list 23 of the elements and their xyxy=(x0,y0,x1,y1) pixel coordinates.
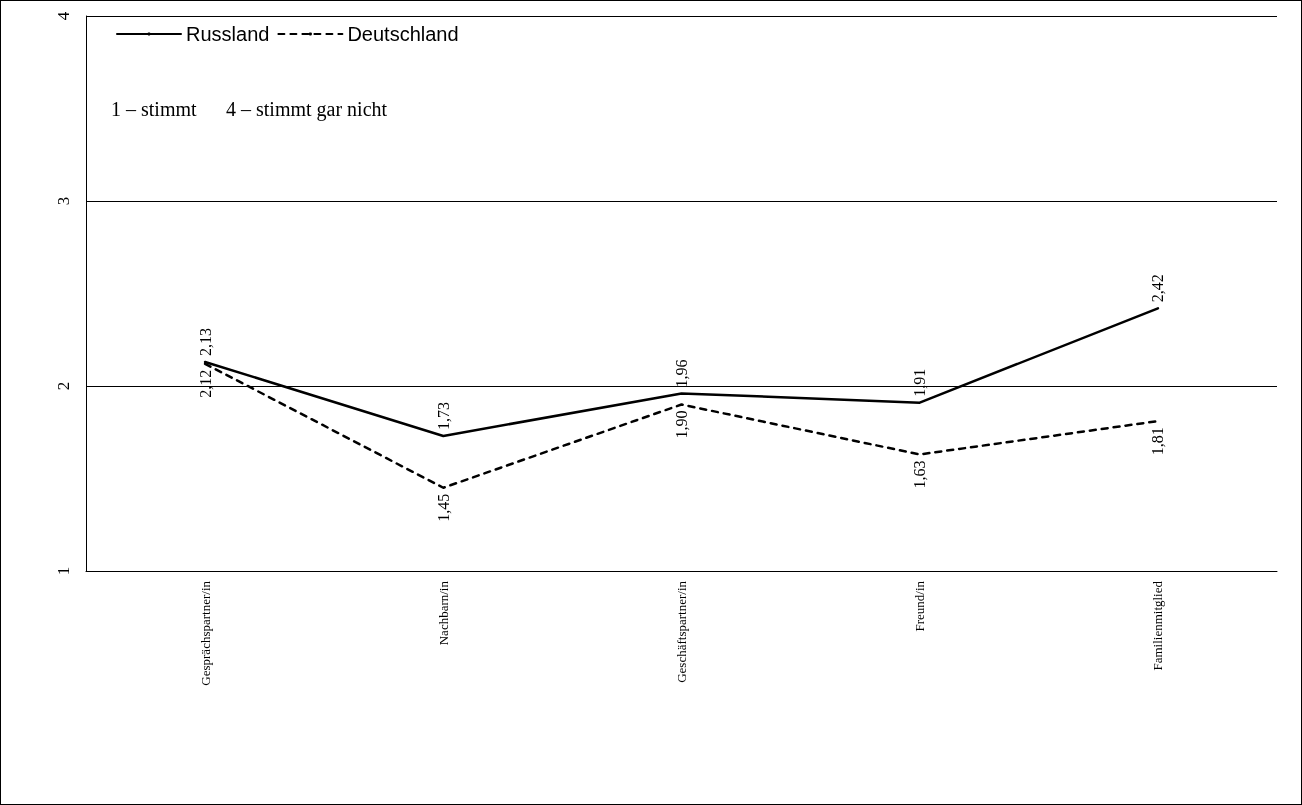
data-label: 1,96 xyxy=(673,359,690,388)
annotation: 1 – stimmt xyxy=(111,98,198,120)
x-tick-label: Familienmitglied xyxy=(1150,580,1166,671)
data-label: 1,73 xyxy=(434,401,452,430)
y-tick-label: 2 xyxy=(54,381,73,391)
data-label: 2,12 xyxy=(196,369,214,398)
data-label: 1,90 xyxy=(673,410,690,439)
legend-label: Russland xyxy=(186,23,270,45)
x-tick-label: Freund/in xyxy=(912,580,928,632)
data-label: 1,81 xyxy=(1149,427,1167,456)
x-tick-label: Gesprächspartner/in xyxy=(197,580,213,686)
data-label: 2,13 xyxy=(196,327,214,356)
y-tick-label: 1 xyxy=(54,566,73,576)
x-tick-label: Nachbarn/in xyxy=(435,580,451,646)
data-label: 2,42 xyxy=(1149,274,1167,303)
annotation: 4 – stimmt gar nicht xyxy=(226,98,388,121)
data-label: 1,45 xyxy=(434,493,452,522)
y-tick-label: 4 xyxy=(54,11,73,21)
legend-label: Deutschland xyxy=(347,23,459,45)
y-tick-label: 3 xyxy=(54,196,73,206)
data-label: 1,91 xyxy=(911,368,929,397)
x-tick-label: Geschäftspartner/in xyxy=(674,580,689,683)
data-label: 1,63 xyxy=(911,460,929,489)
